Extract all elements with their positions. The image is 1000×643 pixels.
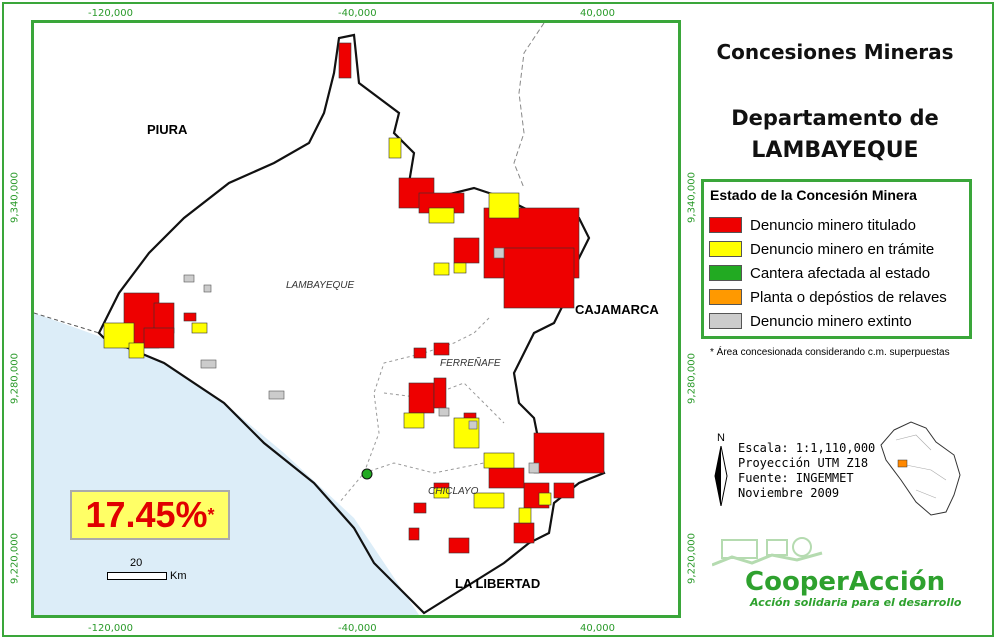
percentage-marker: * [207,505,215,525]
peru-locator-map [880,421,961,516]
coord-top-3: 40,000 [580,8,615,19]
outer-frame [2,2,994,637]
lambayeque-boundary [97,33,606,615]
brand-name: CooperAcción [745,567,946,597]
label-cajamarca: CAJAMARCA [575,302,659,317]
legend-item-plant: Planta o depóstios de relaves [709,286,947,308]
label-ferrenafe-province: FERREÑAFE [440,358,501,369]
percentage-value: 17.45% [85,494,208,535]
scale-bar-value: 20 [130,557,143,569]
swatch-pending [709,241,742,257]
pending-concessions [103,137,552,524]
legend-item-quarry: Cantera afectada al estado [709,262,930,284]
north-label: N [717,432,725,444]
coord-right-2: 9,280,000 [686,353,698,404]
piura-border [34,312,100,334]
coord-left-3: 9,220,000 [9,533,21,584]
legend-label-titled: Denuncio minero titulado [750,216,916,234]
meta-source: Fuente: INGEMMET [738,471,854,485]
north-arrow-icon [714,446,728,506]
quarry-marker [361,468,373,480]
meta-projection: Proyección UTM Z18 [738,456,869,470]
label-la-libertad: LA LIBERTAD [455,576,541,591]
coord-right-3: 9,220,000 [686,533,698,584]
coord-left-1: 9,340,000 [9,172,21,223]
cooperaccion-logo [712,537,823,567]
swatch-plant [709,289,742,305]
swatch-titled [709,217,742,233]
coord-top-2: -40,000 [338,8,377,19]
footnote: * Área concesionada considerando c.m. su… [710,347,950,358]
scale-bar [107,572,167,580]
legend-label-extinct: Denuncio minero extinto [750,312,912,330]
brand-tagline: Acción solidaria para el desarrollo [750,596,962,609]
title-line2: Departamento de [731,106,939,130]
sea-area [34,313,419,615]
coord-left-2: 9,280,000 [9,353,21,404]
label-piura: PIURA [147,122,188,137]
label-chiclayo-province: CHICLAYO [428,486,479,497]
coord-top-1: -120,000 [88,8,133,19]
meta-scale: Escala: 1:1,110,000 [738,441,876,455]
legend-label-quarry: Cantera afectada al estado [750,264,931,282]
coord-bottom-3: 40,000 [580,623,615,634]
legend-item-extinct: Denuncio minero extinto [709,310,912,332]
coord-bottom-2: -40,000 [338,623,377,634]
cajamarca-border [513,23,545,189]
legend-title: Estado de la Concesión Minera [710,187,917,203]
swatch-quarry [709,265,742,281]
map-metadata: Escala: 1:1,110,000 Proyección UTM Z18 F… [738,441,875,501]
legend-item-pending: Denuncio minero en trámite [709,238,934,260]
title-line3: LAMBAYEQUE [751,138,919,163]
scale-bar-unit: Km [170,570,187,582]
legend: Estado de la Concesión Minera Denuncio m… [701,179,972,339]
label-lambayeque-province: LAMBAYEQUE [286,280,355,291]
legend-label-pending: Denuncio minero en trámite [750,240,935,258]
extinct-concessions [183,247,540,474]
legend-label-plant: Planta o depóstios de relaves [750,288,947,306]
coord-right-1: 9,340,000 [686,172,698,223]
coord-bottom-1: -120,000 [88,623,133,634]
legend-item-titled: Denuncio minero titulado [709,214,916,236]
percentage-box: 17.45%* [70,490,230,540]
province-border-1 [338,317,490,504]
meta-date: Noviembre 2009 [738,486,840,500]
swatch-extinct [709,313,742,329]
title-line1: Concesiones Mineras [716,40,954,64]
